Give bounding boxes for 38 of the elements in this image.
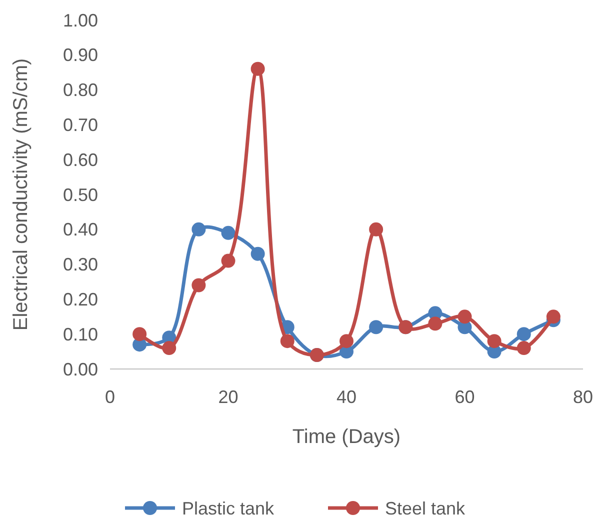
x-tick-label: 20 xyxy=(218,387,238,407)
point xyxy=(546,310,560,324)
point xyxy=(280,334,294,348)
y-tick-label: 0.90 xyxy=(62,45,98,66)
y-tick-label: 0.40 xyxy=(62,220,98,240)
point xyxy=(369,222,384,236)
y-tick-label: 0.00 xyxy=(62,359,98,380)
point xyxy=(162,341,176,356)
point xyxy=(516,327,531,342)
point xyxy=(458,310,472,324)
point xyxy=(221,226,236,240)
y-tick-label: 0.80 xyxy=(62,80,98,100)
point xyxy=(250,246,265,261)
point xyxy=(516,341,531,356)
point xyxy=(192,222,206,236)
y-tick-label: 0.20 xyxy=(62,290,98,310)
point xyxy=(250,62,265,76)
legend-label: Plastic tank xyxy=(182,498,276,518)
y-tick-label: 0.70 xyxy=(62,115,98,135)
x-tick-label: 40 xyxy=(336,387,357,407)
y-axis-title: Electrical conductivity (mS/cm) xyxy=(10,58,32,331)
y-tick-label: 1.00 xyxy=(62,10,98,30)
point xyxy=(192,278,206,292)
y-tick-label: 0.10 xyxy=(62,324,98,344)
point xyxy=(428,316,442,331)
x-tick-label: 60 xyxy=(454,387,475,407)
x-tick-label: 80 xyxy=(572,387,594,407)
x-axis-title: Time (Days) xyxy=(292,426,401,448)
legend-label: Steel tank xyxy=(385,498,466,518)
x-tick-label: 0 xyxy=(104,387,116,407)
point xyxy=(132,327,147,342)
y-tick-label: 0.50 xyxy=(62,184,98,205)
point xyxy=(487,334,502,348)
y-tick-label: 0.60 xyxy=(62,150,98,170)
point xyxy=(340,334,354,348)
point xyxy=(369,320,384,334)
y-tick-label: 0.30 xyxy=(62,254,98,275)
point xyxy=(221,254,236,268)
